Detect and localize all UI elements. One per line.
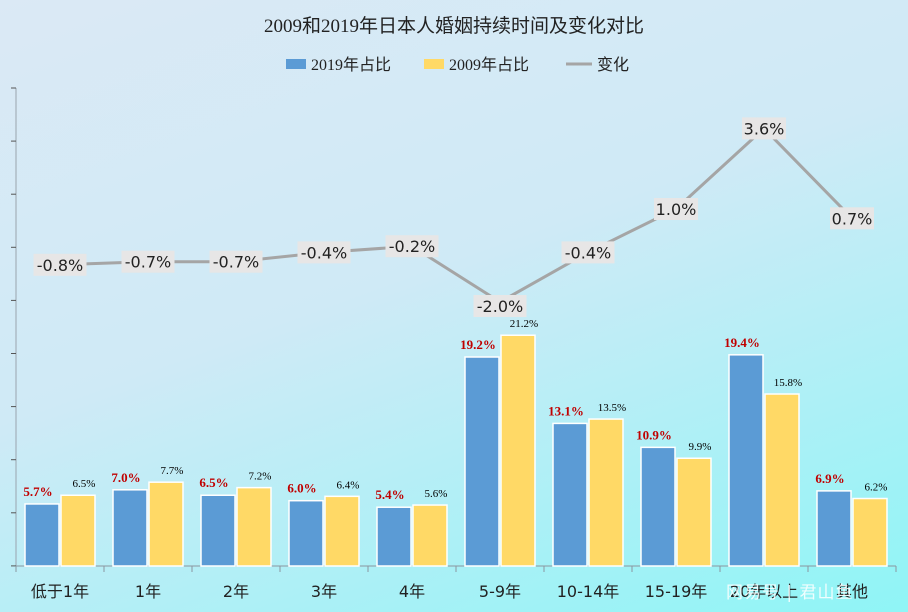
x-tick-label: 4年 [399,582,425,601]
bar-2019 [728,354,764,567]
change-label: -0.2% [389,237,435,256]
bar-2009 [500,334,536,567]
bar-2019 [464,356,500,567]
legend-label: 2019年占比 [311,56,391,74]
x-tick-label: 低于1年 [31,582,89,601]
bar-label-2019: 5.4% [375,487,404,502]
change-label-box [473,295,527,317]
bar-label-2009: 7.2% [249,471,272,483]
change-line-series: -0.8% -0.7% -0.7% -0.4% -0.2% -2.0% -0.4% 1.0% 3… [33,117,874,317]
change-label: -2.0% [477,297,523,316]
bar-label-2009: 13.5% [598,402,626,414]
bar-label-2019: 6.9% [815,471,844,486]
bar-label-2009: 5.6% [425,488,448,500]
bar-2019 [640,446,676,567]
change-label-box [33,253,87,276]
legend: 2019年占比 2009年占比 变化 [286,56,629,74]
bar-2019 [112,489,148,567]
bar-label-2019: 7.0% [111,470,140,485]
bar-2019 [200,494,236,567]
x-tick-label: 3年 [311,582,337,601]
bar-2009 [60,494,96,567]
bar-label-2019: 13.1% [548,403,584,418]
x-tick-label: 1年 [135,582,161,601]
change-label-box [297,241,351,264]
x-tick-label: 2年 [223,582,249,601]
bar-label-2009: 21.2% [510,318,538,330]
legend-swatch [424,59,444,69]
legend-label: 2009年占比 [449,56,529,74]
x-tick-label: 20年以上 [730,582,798,601]
watermark: 网易号 | 君山鱼 [726,583,854,603]
bar-2009 [412,504,448,567]
bar-label-2009: 9.9% [689,441,712,453]
change-label: -0.4% [565,243,611,262]
legend-label: 变化 [597,56,629,74]
change-label-box [121,250,175,273]
bar-label-2019: 19.2% [460,337,496,352]
bar-label-2019: 6.0% [287,481,316,496]
change-label: -0.4% [301,243,347,262]
x-tick-label: 15-19年 [645,582,708,601]
change-line [59,126,854,304]
change-label: -0.8% [37,256,83,275]
bar-label-2019: 10.9% [636,427,672,442]
bar-2019 [24,503,60,567]
change-label-box [654,198,698,220]
bar-label-2009: 6.4% [337,479,360,491]
x-tick-label: 10-14年 [557,582,620,601]
bar-2009 [148,481,184,567]
bar-2009 [852,497,888,567]
bar-2009 [324,495,360,567]
change-label: 3.6% [744,119,785,138]
bar-2019 [288,499,324,567]
bar-label-2009: 6.2% [865,482,888,494]
change-label: 0.7% [832,209,873,228]
bar-label-2009: 6.5% [73,478,96,490]
bar-label-2009: 7.7% [161,465,184,477]
change-label: -0.7% [125,253,171,272]
bar-2019 [816,490,852,567]
bar-2009 [764,393,800,567]
bar-2009 [588,418,624,567]
bar-series [24,334,888,567]
bar-label-2019: 19.4% [724,335,760,350]
chart-title: 2009和2019年日本人婚姻持续时间及变化对比 [264,15,644,37]
data-labels: 5.7% 6.5% 7.0% 7.7% 6.5% 7.2% 6.0% 6.4% 5.4% 5.6%… [23,318,887,502]
change-label-box [385,235,439,258]
x-tick-labels: 低于1年 1年 2年 3年 4年 5-9年 10-14年 15-19年 20年以上 其他 [31,582,868,601]
bar-label-2009: 15.8% [774,377,802,389]
change-label-box [209,250,263,273]
legend-swatch [286,59,306,69]
change-label-box [561,241,615,264]
change-label-box [742,117,786,140]
x-tick-label: 其他 [836,582,868,601]
change-label: 1.0% [656,200,697,219]
bar-2019 [376,506,412,567]
bar-2019 [552,422,588,567]
change-label-box [830,207,874,230]
bar-2009 [236,486,272,567]
x-tick-label: 5-9年 [479,582,521,601]
bar-label-2019: 6.5% [199,475,228,490]
bar-2009 [676,457,712,567]
bar-label-2019: 5.7% [23,484,52,499]
change-label: -0.7% [213,253,259,272]
